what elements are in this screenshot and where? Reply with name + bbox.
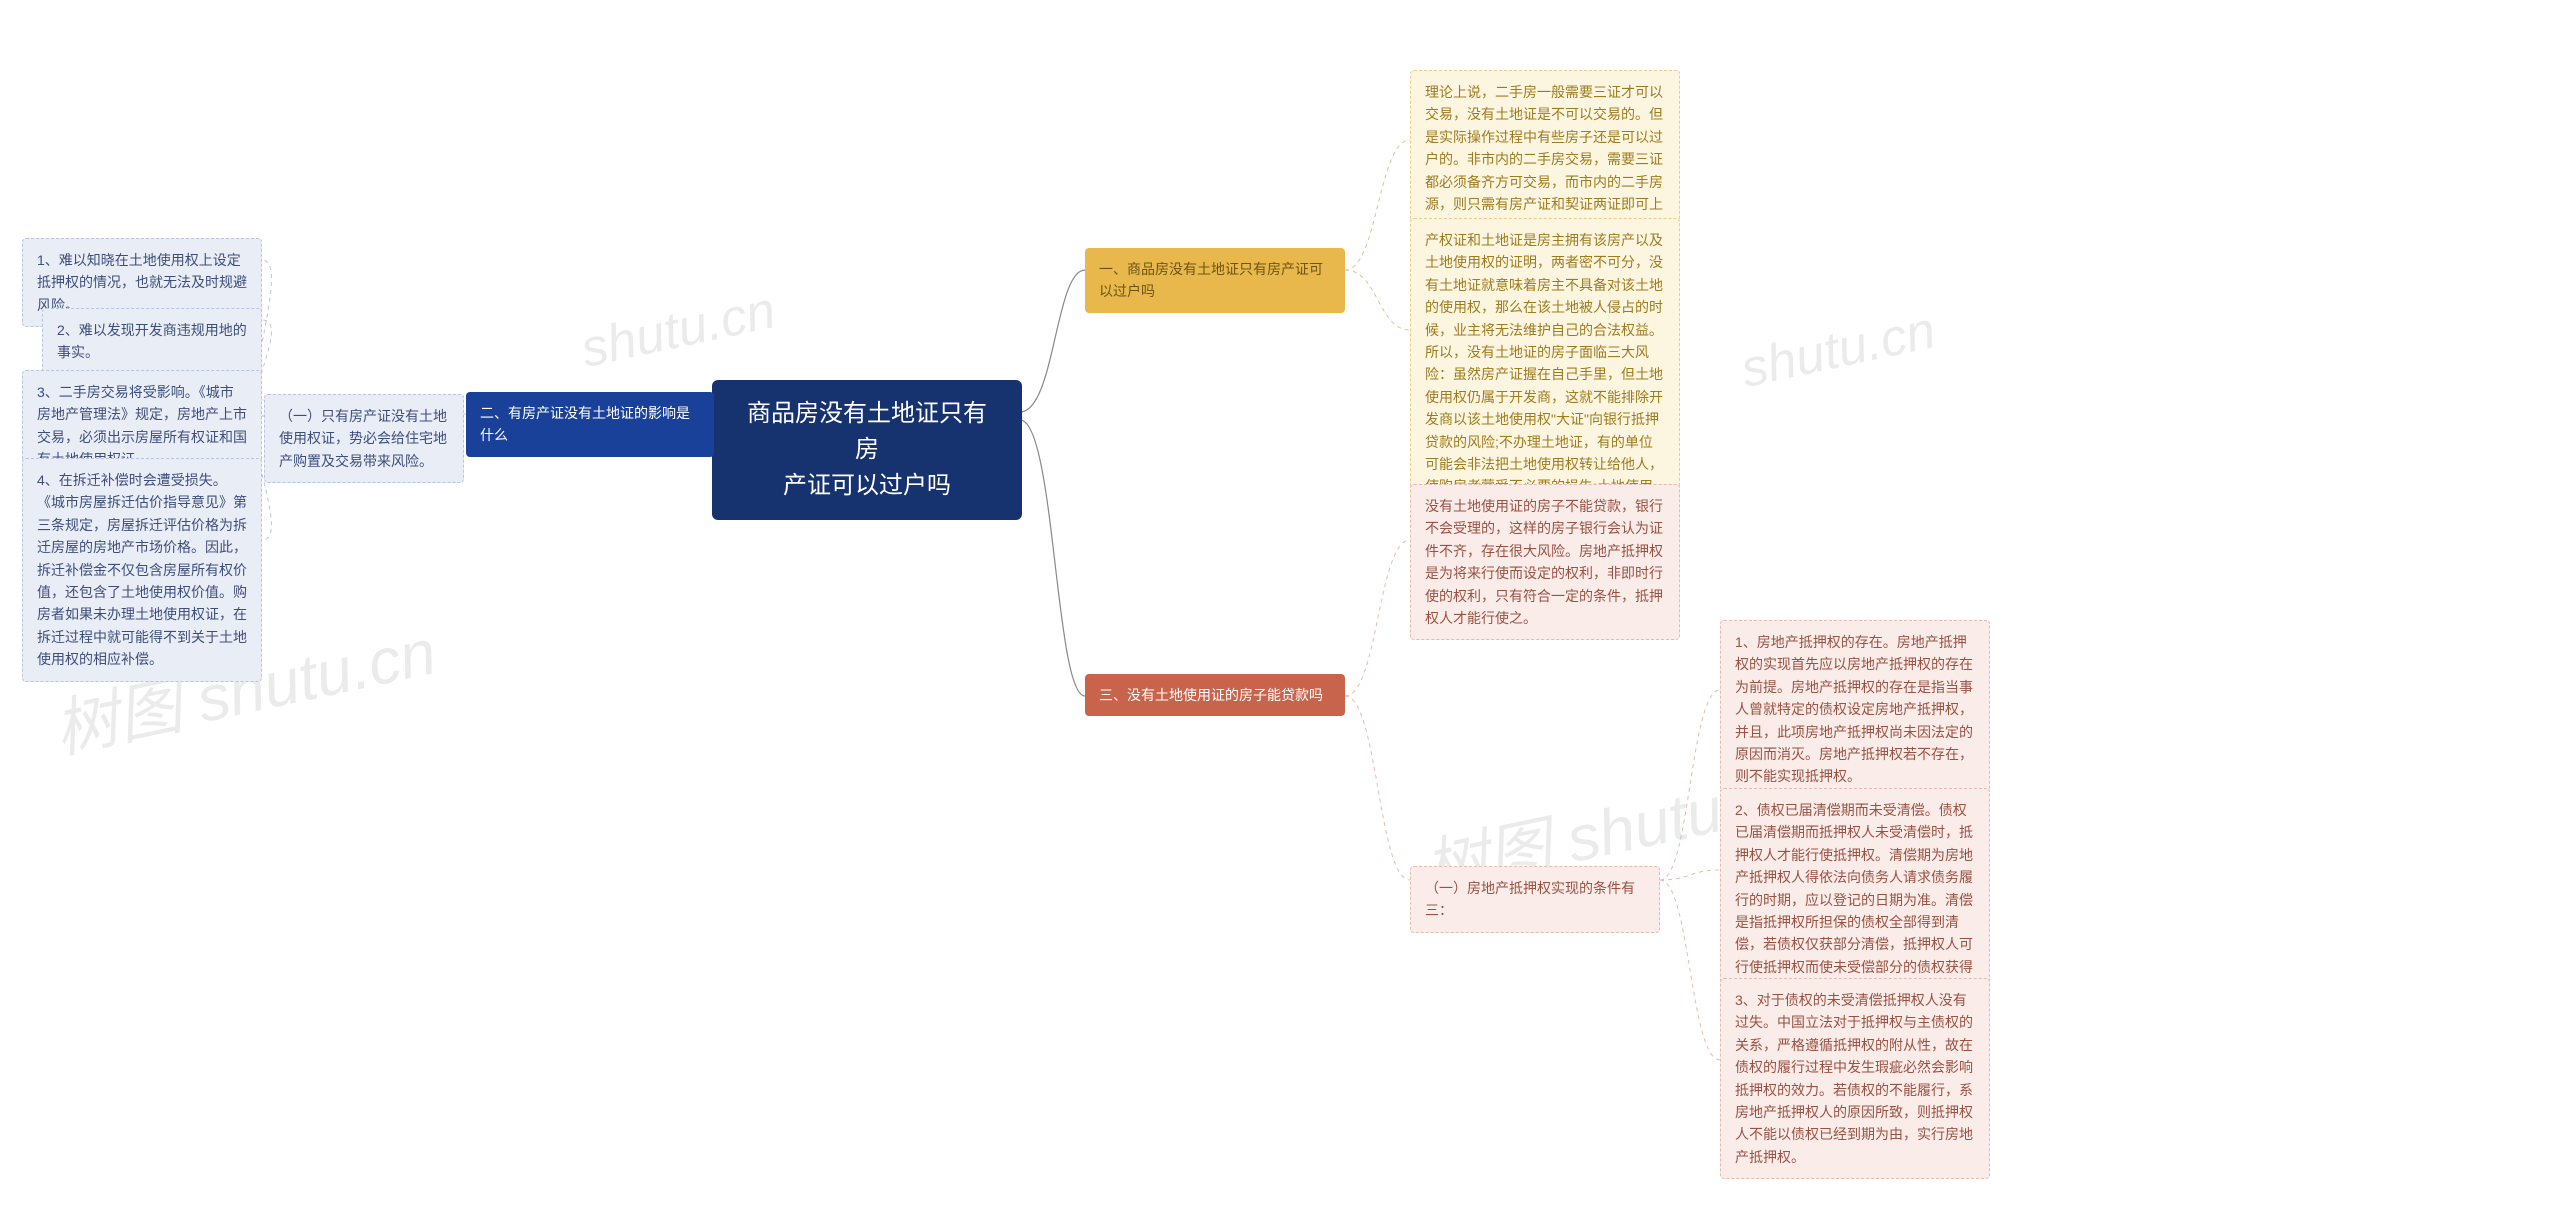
connector-lines bbox=[0, 0, 2560, 1230]
watermark: shutu.cn bbox=[1736, 300, 1941, 400]
branch-2-leaf-4: 4、在拆迁补偿时会遭受损失。《城市房屋拆迁估价指导意见》第三条规定，房屋拆迁评估… bbox=[22, 458, 262, 682]
root-node: 商品房没有土地证只有房 产证可以过户吗 bbox=[712, 380, 1022, 520]
branch-3-leaf-1: 1、房地产抵押权的存在。房地产抵押权的实现首先应以房地产抵押权的存在为前提。房地… bbox=[1720, 620, 1990, 799]
root-line2: 产证可以过户吗 bbox=[783, 472, 951, 499]
branch-3-leaf-top: 没有土地使用证的房子不能贷款，银行不会受理的，这样的房子银行会认为证件不齐，存在… bbox=[1410, 484, 1680, 640]
branch-2-leaf-2: 2、难以发现开发商违规用地的事实。 bbox=[42, 308, 262, 375]
branch-2-sub: （一）只有房产证没有土地使用权证，势必会给住宅地产购置及交易带来风险。 bbox=[264, 394, 464, 483]
branch-3: 三、没有土地使用证的房子能贷款吗 bbox=[1085, 674, 1345, 716]
branch-3-leaf-3: 3、对于债权的未受清偿抵押权人没有过失。中国立法对于抵押权与主债权的关系，严格遵… bbox=[1720, 978, 1990, 1179]
branch-2: 二、有房产证没有土地证的影响是什么 bbox=[466, 392, 714, 457]
root-line1: 商品房没有土地证只有房 bbox=[747, 400, 987, 463]
branch-1: 一、商品房没有土地证只有房产证可以过户吗 bbox=[1085, 248, 1345, 313]
watermark: shutu.cn bbox=[576, 280, 781, 380]
branch-3-sub: （一）房地产抵押权实现的条件有三： bbox=[1410, 866, 1660, 933]
